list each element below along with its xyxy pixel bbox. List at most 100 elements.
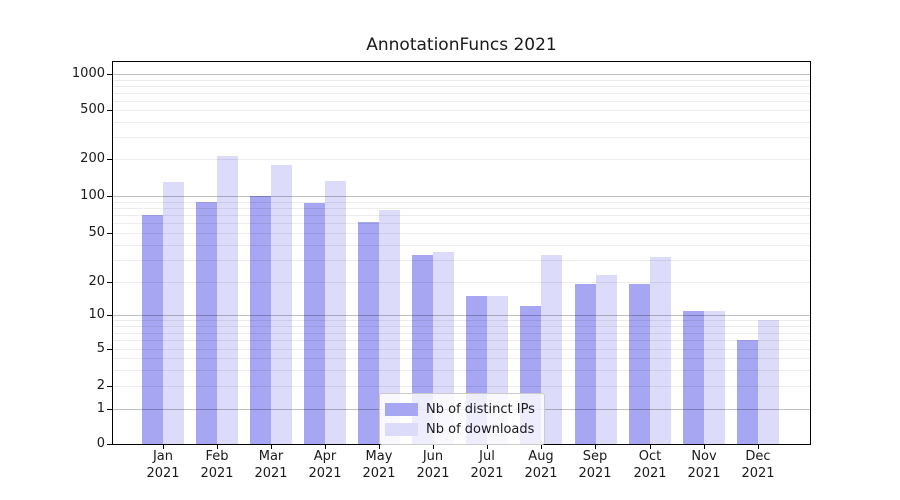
y-tick-label-2: 2 bbox=[96, 378, 105, 393]
y-tick-0 bbox=[107, 444, 112, 445]
month-line: Nov bbox=[691, 449, 717, 464]
bar-distinct-ips-apr bbox=[304, 202, 326, 444]
plot-area: Nb of distinct IPs Nb of downloads bbox=[112, 61, 811, 445]
bar-downloads-dec bbox=[757, 320, 779, 444]
month-line: Oct bbox=[638, 449, 662, 464]
x-tick-label-jul: Jul 2021 bbox=[455, 448, 519, 482]
y-tick-label-1000: 1000 bbox=[71, 66, 105, 81]
y-tick-label-50: 50 bbox=[88, 225, 105, 240]
x-tick-label-jan: Jan 2021 bbox=[131, 448, 195, 482]
y-tick-label-20: 20 bbox=[88, 274, 105, 289]
bar-distinct-ips-sep bbox=[574, 284, 596, 444]
year-line: 2021 bbox=[146, 466, 180, 481]
month-line: Mar bbox=[258, 449, 284, 464]
bar-downloads-apr bbox=[325, 181, 347, 444]
x-tick-aug bbox=[541, 445, 542, 449]
bar-downloads-sep bbox=[595, 274, 617, 444]
y-tick-2 bbox=[107, 386, 112, 387]
y-tick-label-0: 0 bbox=[96, 436, 105, 451]
y-tick-label-500: 500 bbox=[80, 102, 105, 117]
year-line: 2021 bbox=[362, 466, 396, 481]
month-line: Feb bbox=[205, 449, 229, 464]
y-tick-100 bbox=[107, 196, 112, 197]
x-tick-jun bbox=[433, 445, 434, 449]
year-line: 2021 bbox=[578, 466, 612, 481]
x-tick-label-jun: Jun 2021 bbox=[401, 448, 465, 482]
x-tick-label-aug: Aug 2021 bbox=[509, 448, 573, 482]
gridline-minor-300 bbox=[113, 137, 810, 139]
bar-distinct-ips-mar bbox=[250, 196, 272, 444]
year-line: 2021 bbox=[524, 466, 558, 481]
y-tick-1 bbox=[107, 409, 112, 410]
legend-swatch-downloads bbox=[385, 422, 418, 436]
legend: Nb of distinct IPs Nb of downloads bbox=[379, 393, 545, 445]
y-tick-label-5: 5 bbox=[96, 341, 105, 356]
legend-swatch-distinct-ips bbox=[385, 402, 418, 416]
y-tick-label-200: 200 bbox=[80, 151, 105, 166]
bar-downloads-feb bbox=[217, 156, 239, 444]
month-line: Dec bbox=[745, 449, 771, 464]
y-tick-5 bbox=[107, 349, 112, 350]
legend-item-distinct-ips: Nb of distinct IPs bbox=[385, 399, 535, 419]
month-line: Aug bbox=[528, 449, 554, 464]
year-line: 2021 bbox=[470, 466, 504, 481]
gridline-major-1000 bbox=[113, 74, 810, 75]
bar-distinct-ips-nov bbox=[682, 310, 704, 444]
y-tick-label-100: 100 bbox=[80, 188, 105, 203]
x-tick-jan bbox=[163, 445, 164, 449]
bar-distinct-ips-jan bbox=[142, 215, 163, 444]
bar-downloads-jan bbox=[163, 182, 184, 444]
legend-item-downloads: Nb of downloads bbox=[385, 419, 535, 439]
bar-downloads-aug bbox=[541, 255, 563, 444]
year-line: 2021 bbox=[308, 466, 342, 481]
y-tick-1000 bbox=[107, 74, 112, 75]
year-line: 2021 bbox=[254, 466, 288, 481]
x-tick-label-sep: Sep 2021 bbox=[563, 448, 627, 482]
y-tick-label-1: 1 bbox=[96, 401, 105, 416]
gridline-minor-900 bbox=[113, 79, 810, 81]
y-tick-10 bbox=[107, 315, 112, 316]
year-line: 2021 bbox=[741, 466, 775, 481]
x-tick-label-oct: Oct 2021 bbox=[618, 448, 682, 482]
chart-title: AnnotationFuncs 2021 bbox=[366, 35, 557, 55]
gridline-minor-400 bbox=[113, 121, 810, 123]
bar-distinct-ips-may bbox=[358, 221, 380, 444]
month-line: Sep bbox=[582, 449, 608, 464]
gridline-minor-500 bbox=[113, 110, 810, 111]
x-tick-oct bbox=[650, 445, 651, 449]
x-tick-sep bbox=[595, 445, 596, 449]
x-tick-label-may: May 2021 bbox=[347, 448, 411, 482]
gridline-minor-700 bbox=[113, 92, 810, 94]
x-tick-label-mar: Mar 2021 bbox=[239, 448, 303, 482]
y-tick-50 bbox=[107, 233, 112, 234]
bar-distinct-ips-oct bbox=[628, 284, 650, 444]
legend-label-distinct-ips: Nb of distinct IPs bbox=[426, 401, 535, 417]
x-tick-label-dec: Dec 2021 bbox=[726, 448, 790, 482]
y-tick-500 bbox=[107, 110, 112, 111]
year-line: 2021 bbox=[416, 466, 450, 481]
gridline-minor-800 bbox=[113, 85, 810, 87]
x-tick-nov bbox=[704, 445, 705, 449]
x-tick-dec bbox=[758, 445, 759, 449]
legend-label-downloads: Nb of downloads bbox=[426, 421, 535, 437]
bar-distinct-ips-dec bbox=[736, 340, 758, 444]
y-tick-label-10: 10 bbox=[88, 307, 105, 322]
x-tick-mar bbox=[271, 445, 272, 449]
x-tick-jul bbox=[487, 445, 488, 449]
x-tick-label-apr: Apr 2021 bbox=[293, 448, 357, 482]
y-tick-20 bbox=[107, 282, 112, 283]
month-line: Jul bbox=[479, 449, 495, 464]
month-line: Apr bbox=[313, 449, 337, 464]
x-tick-may bbox=[379, 445, 380, 449]
x-tick-label-nov: Nov 2021 bbox=[672, 448, 736, 482]
x-tick-label-feb: Feb 2021 bbox=[185, 448, 249, 482]
bar-downloads-mar bbox=[271, 164, 293, 444]
x-tick-apr bbox=[325, 445, 326, 449]
month-line: Jan bbox=[152, 449, 174, 464]
bar-downloads-nov bbox=[703, 310, 725, 444]
month-line: May bbox=[365, 449, 393, 464]
bar-distinct-ips-feb bbox=[196, 201, 218, 444]
gridline-minor-600 bbox=[113, 100, 810, 102]
year-line: 2021 bbox=[633, 466, 667, 481]
